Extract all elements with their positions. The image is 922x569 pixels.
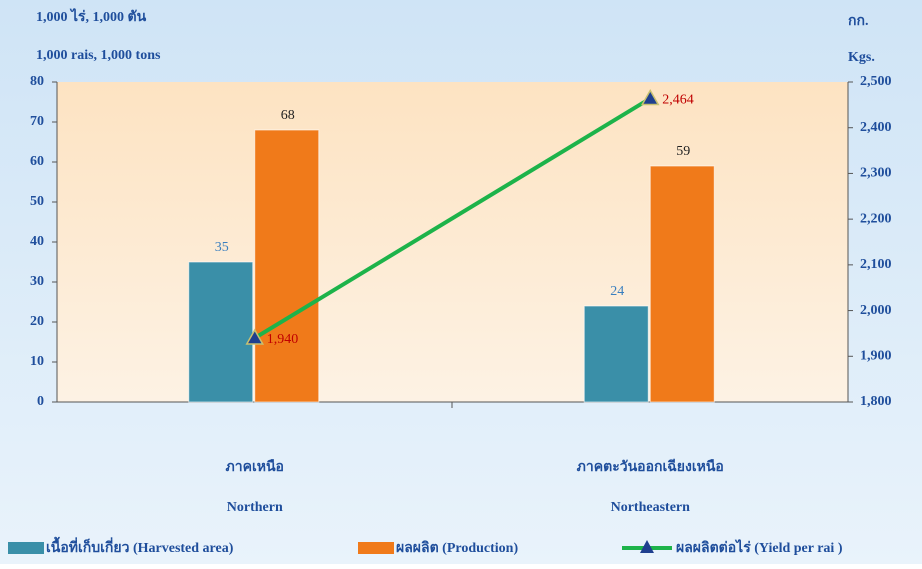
bar bbox=[649, 165, 715, 403]
legend-label: ผลผลิตต่อไร่ (Yield per rai ) bbox=[676, 538, 843, 556]
y-tick-label: 80 bbox=[30, 74, 44, 89]
line-marker bbox=[640, 88, 660, 106]
legend-swatch bbox=[8, 542, 44, 554]
y2-tick-label: 2,200 bbox=[860, 211, 892, 226]
bar bbox=[254, 129, 320, 403]
y2-label: Kgs. bbox=[848, 50, 875, 65]
data-label: 68 bbox=[281, 108, 295, 123]
y-tick-label: 10 bbox=[30, 354, 44, 369]
x-tick-label: Northern bbox=[227, 500, 283, 515]
y2-tick-label: 2,000 bbox=[860, 303, 892, 318]
y2-tick-label: 2,400 bbox=[860, 120, 892, 135]
line bbox=[253, 96, 652, 340]
y-tick-label: 70 bbox=[30, 114, 44, 129]
y2-tick-label: 2,100 bbox=[860, 257, 892, 272]
x-tick-label: Northeastern bbox=[611, 500, 691, 515]
data-label: 1,940 bbox=[267, 332, 299, 347]
y-tick-label: 40 bbox=[30, 234, 44, 249]
data-label: 59 bbox=[676, 144, 690, 159]
x-tick-label: ภาคตะวันออกเฉียงเหนือ bbox=[577, 459, 724, 475]
legend-label: เนื้อที่เก็บเกี่ยว (Harvested area) bbox=[46, 536, 234, 556]
data-label: 35 bbox=[215, 240, 229, 255]
y2-tick-label: 2,500 bbox=[860, 74, 892, 89]
y-tick-label: 20 bbox=[30, 314, 44, 329]
y-label: 1,000 ไร่, 1,000 ตัน bbox=[36, 7, 147, 25]
y-tick-label: 30 bbox=[30, 274, 44, 289]
legend-swatch bbox=[358, 542, 394, 554]
y-tick-label: 0 bbox=[37, 394, 44, 409]
y-tick-label: 60 bbox=[30, 154, 44, 169]
y2-tick-label: 2,300 bbox=[860, 166, 892, 181]
data-label: 2,464 bbox=[662, 93, 694, 108]
y-tick-label: 50 bbox=[30, 194, 44, 209]
x-tick-label: ภาคเหนือ bbox=[226, 459, 284, 475]
y2-tick-label: 1,900 bbox=[860, 349, 892, 364]
line-marker bbox=[245, 328, 265, 345]
plot-area bbox=[57, 82, 848, 402]
bar bbox=[188, 261, 254, 403]
y2-tick-label: 1,800 bbox=[860, 394, 892, 409]
y2-label: กก. bbox=[848, 14, 868, 29]
legend-label: ผลผลิต (Production) bbox=[396, 540, 518, 556]
y-label: 1,000 rais, 1,000 tons bbox=[36, 48, 161, 63]
data-label: 24 bbox=[610, 284, 624, 299]
bar bbox=[583, 305, 649, 403]
legend-marker bbox=[640, 540, 654, 553]
